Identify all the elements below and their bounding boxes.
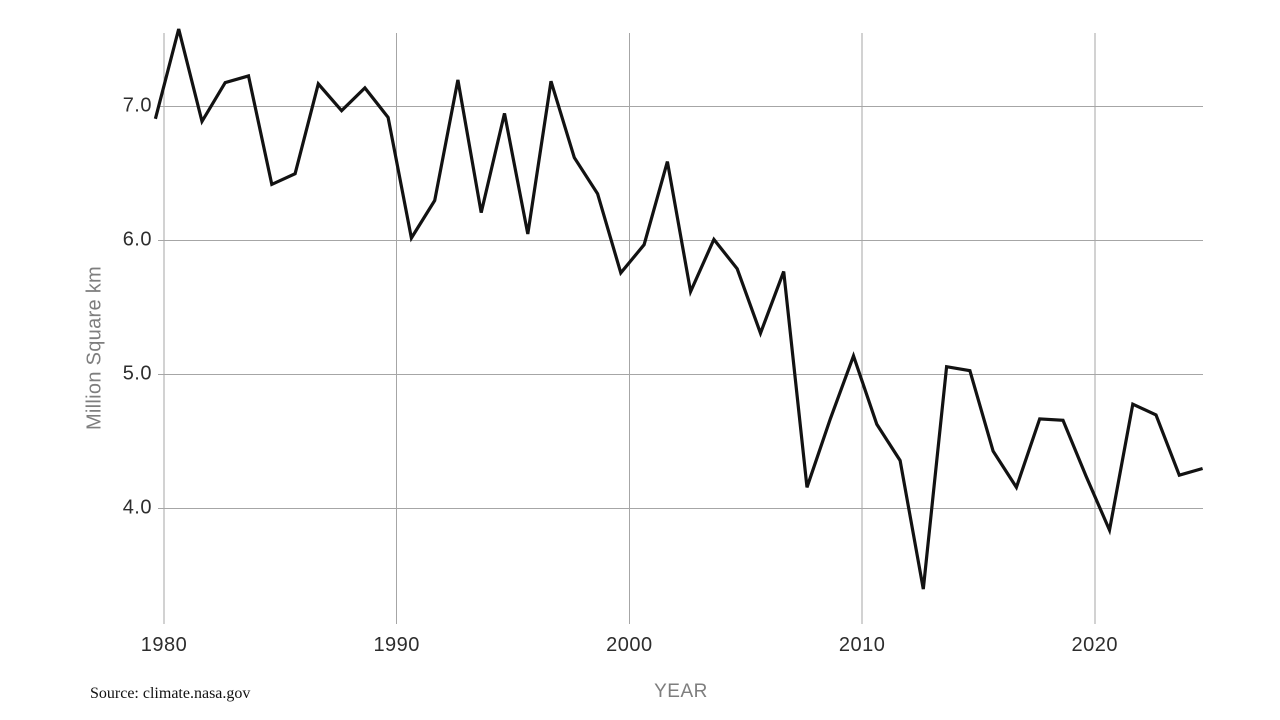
y-axis-title: Million Square km [83,265,106,431]
x-tick-label: 2010 [838,634,886,656]
gridlines [158,33,1203,624]
x-axis-title: YEAR [654,681,708,702]
y-tick-label: 6.0 [122,228,152,251]
sea-ice-extent-line [153,28,1204,590]
y-tick-label: 4.0 [122,496,152,519]
x-tick-label: 2020 [1071,634,1119,656]
x-tick-label: 1990 [373,634,420,656]
y-tick-label: 5.0 [122,362,152,385]
x-tick-label: 1980 [140,634,188,656]
y-tick-label: 7.0 [122,94,152,117]
x-tick-label: 2000 [606,634,653,656]
source-credit: Source: climate.nasa.gov [90,685,251,702]
